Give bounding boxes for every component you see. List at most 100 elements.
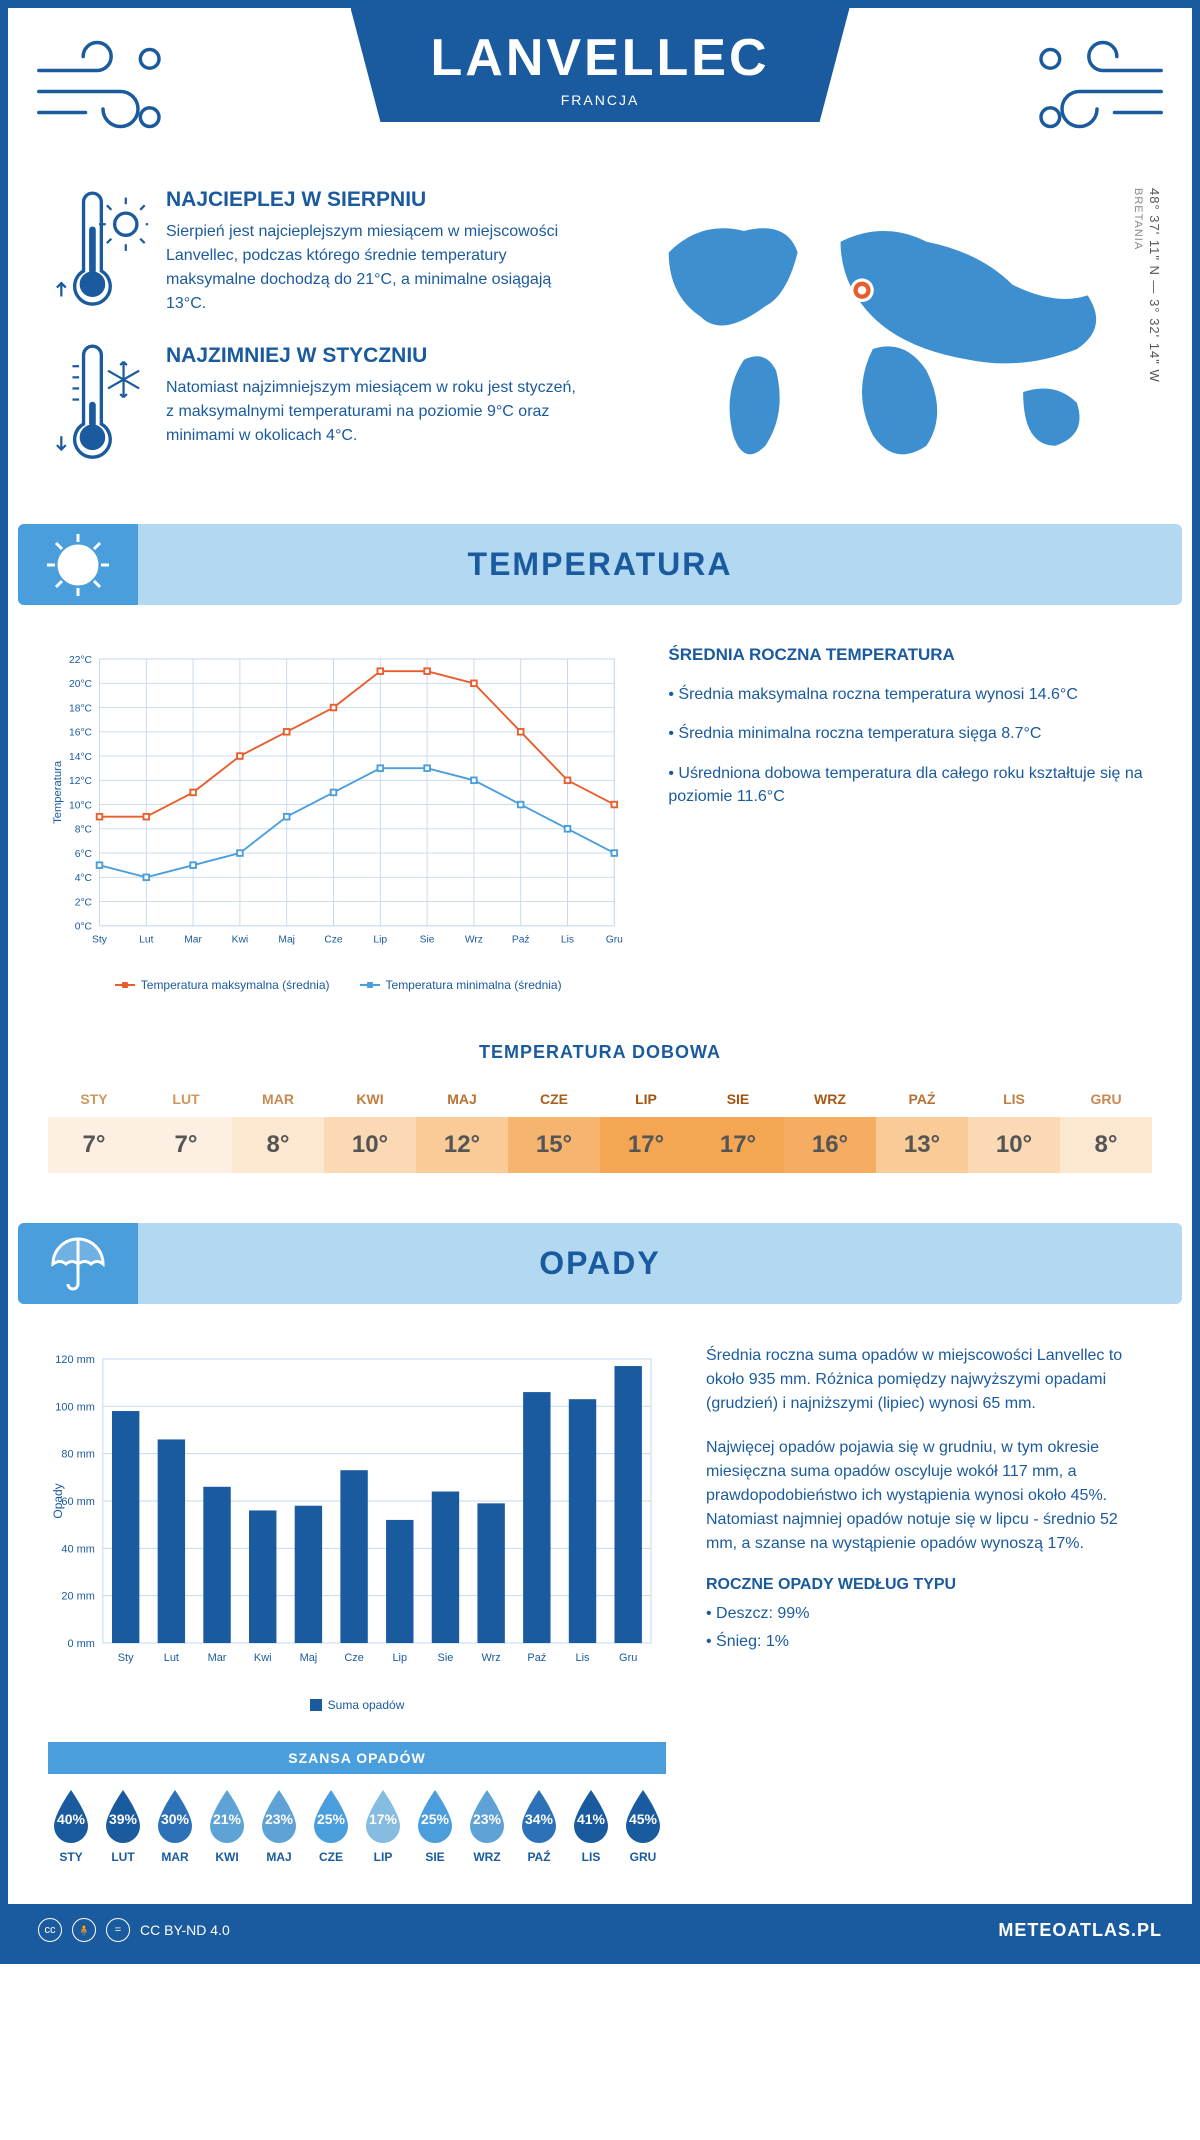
temp-bullet: • Uśredniona dobowa temperatura dla całe… [668, 762, 1152, 808]
intro-section: NAJCIEPLEJ W SIERPNIU Sierpień jest najc… [8, 178, 1192, 524]
drop-icon: 40% [48, 1788, 94, 1844]
chance-cell: 17% LIP [360, 1788, 406, 1864]
umbrella-icon [18, 1223, 138, 1304]
page-header: LANVELLEC FRANCJA [8, 8, 1192, 178]
svg-text:0 mm: 0 mm [67, 1638, 94, 1650]
svg-text:Sie: Sie [438, 1652, 454, 1664]
coldest-block: NAJZIMNIEJ W STYCZNIU Natomiast najzimni… [48, 344, 585, 466]
svg-text:22°C: 22°C [69, 655, 93, 666]
svg-text:100 mm: 100 mm [55, 1402, 95, 1414]
svg-text:Kwi: Kwi [254, 1652, 272, 1664]
drop-icon: 39% [100, 1788, 146, 1844]
svg-text:Lip: Lip [373, 935, 387, 946]
svg-text:16°C: 16°C [69, 728, 93, 739]
precip-p1: Średnia roczna suma opadów w miejscowośc… [706, 1344, 1152, 1416]
thermometer-hot-icon [48, 188, 148, 316]
svg-text:Wrz: Wrz [465, 935, 483, 946]
precip-p2: Najwięcej opadów pojawia się w grudniu, … [706, 1436, 1152, 1556]
svg-text:Sty: Sty [118, 1652, 134, 1664]
chance-cell: 23% WRZ [464, 1788, 510, 1864]
svg-text:Lis: Lis [561, 935, 574, 946]
svg-text:120 mm: 120 mm [55, 1354, 95, 1366]
precipitation-summary: Średnia roczna suma opadów w miejscowośc… [706, 1344, 1152, 1864]
nd-icon: = [106, 1918, 130, 1942]
drop-icon: 34% [516, 1788, 562, 1844]
legend-precip: Suma opadów [310, 1698, 405, 1712]
svg-text:Gru: Gru [619, 1652, 637, 1664]
chance-cell: 30% MAR [152, 1788, 198, 1864]
precipitation-bar-chart: 0 mm20 mm40 mm60 mm80 mm100 mm120 mmOpad… [48, 1344, 666, 1864]
temp-bullet: • Średnia minimalna roczna temperatura s… [668, 722, 1152, 745]
daily-cell: PAŹ 13° [876, 1081, 968, 1173]
svg-text:20°C: 20°C [69, 679, 93, 690]
drop-icon: 45% [620, 1788, 666, 1844]
svg-text:60 mm: 60 mm [61, 1496, 94, 1508]
city-title: LANVELLEC [431, 28, 770, 88]
map-marker-icon [850, 278, 874, 302]
svg-text:Temperatura: Temperatura [52, 760, 64, 824]
svg-text:10°C: 10°C [69, 801, 93, 812]
region-label: BRETANIA [1132, 188, 1144, 250]
svg-text:0°C: 0°C [75, 922, 93, 933]
daily-cell: LUT 7° [140, 1081, 232, 1173]
drop-icon: 21% [204, 1788, 250, 1844]
thermometer-cold-icon [48, 344, 148, 466]
by-icon: 🧍 [72, 1918, 96, 1942]
legend-max: Temperatura maksymalna (średnia) [115, 978, 330, 992]
svg-text:12°C: 12°C [69, 776, 93, 787]
svg-text:2°C: 2°C [75, 898, 93, 909]
daily-temp-title: TEMPERATURA DOBOWA [8, 1042, 1192, 1063]
chance-row: 40% STY 39% LUT 30% MAR 21% KWI 23% MAJ … [48, 1788, 666, 1864]
world-map: BRETANIA 48° 37' 11" N — 3° 32' 14" W [615, 188, 1152, 494]
chance-cell: 39% LUT [100, 1788, 146, 1864]
daily-cell: CZE 15° [508, 1081, 600, 1173]
chance-cell: 34% PAŹ [516, 1788, 562, 1864]
chance-cell: 23% MAJ [256, 1788, 302, 1864]
section-title-precipitation: OPADY [18, 1223, 1182, 1304]
svg-text:Lut: Lut [139, 935, 153, 946]
section-title-temperature: TEMPERATURA [18, 524, 1182, 605]
svg-text:Lis: Lis [576, 1652, 591, 1664]
drop-icon: 25% [308, 1788, 354, 1844]
warmest-text: Sierpień jest najcieplejszym miesiącem w… [166, 220, 585, 316]
svg-text:Mar: Mar [208, 1652, 227, 1664]
svg-text:Lut: Lut [164, 1652, 179, 1664]
chance-cell: 40% STY [48, 1788, 94, 1864]
svg-text:Paź: Paź [527, 1652, 546, 1664]
daily-temp-table: STY 7°LUT 7°MAR 8°KWI 10°MAJ 12°CZE 15°L… [48, 1081, 1152, 1173]
wind-icon-right [1027, 33, 1167, 143]
chance-cell: 21% KWI [204, 1788, 250, 1864]
chance-cell: 25% SIE [412, 1788, 458, 1864]
wind-icon-left [33, 33, 173, 143]
sun-icon [18, 524, 138, 605]
svg-text:Mar: Mar [184, 935, 202, 946]
title-banner: LANVELLEC FRANCJA [351, 8, 850, 122]
svg-text:Sty: Sty [92, 935, 108, 946]
svg-text:Sie: Sie [420, 935, 435, 946]
legend-min: Temperatura minimalna (średnia) [360, 978, 562, 992]
daily-cell: STY 7° [48, 1081, 140, 1173]
drop-icon: 25% [412, 1788, 458, 1844]
svg-text:Opady: Opady [51, 1484, 65, 1519]
daily-cell: MAJ 12° [416, 1081, 508, 1173]
svg-text:8°C: 8°C [75, 825, 93, 836]
drop-icon: 17% [360, 1788, 406, 1844]
svg-text:18°C: 18°C [69, 704, 93, 715]
svg-text:Kwi: Kwi [232, 935, 249, 946]
chance-title: SZANSA OPADÓW [48, 1742, 666, 1774]
daily-cell: LIS 10° [968, 1081, 1060, 1173]
temperature-summary: ŚREDNIA ROCZNA TEMPERATURA • Średnia mak… [668, 645, 1152, 992]
drop-icon: 23% [256, 1788, 302, 1844]
page-footer: cc 🧍 = CC BY-ND 4.0 METEOATLAS.PL [8, 1904, 1192, 1956]
svg-text:40 mm: 40 mm [61, 1544, 94, 1556]
svg-text:6°C: 6°C [75, 849, 93, 860]
warmest-title: NAJCIEPLEJ W SIERPNIU [166, 188, 585, 212]
svg-text:20 mm: 20 mm [61, 1591, 94, 1603]
warmest-block: NAJCIEPLEJ W SIERPNIU Sierpień jest najc… [48, 188, 585, 316]
country-subtitle: FRANCJA [431, 92, 770, 108]
chance-cell: 41% LIS [568, 1788, 614, 1864]
svg-text:4°C: 4°C [75, 873, 93, 884]
license-text: CC BY-ND 4.0 [140, 1922, 230, 1938]
svg-text:Gru: Gru [606, 935, 623, 946]
coldest-title: NAJZIMNIEJ W STYCZNIU [166, 344, 585, 368]
